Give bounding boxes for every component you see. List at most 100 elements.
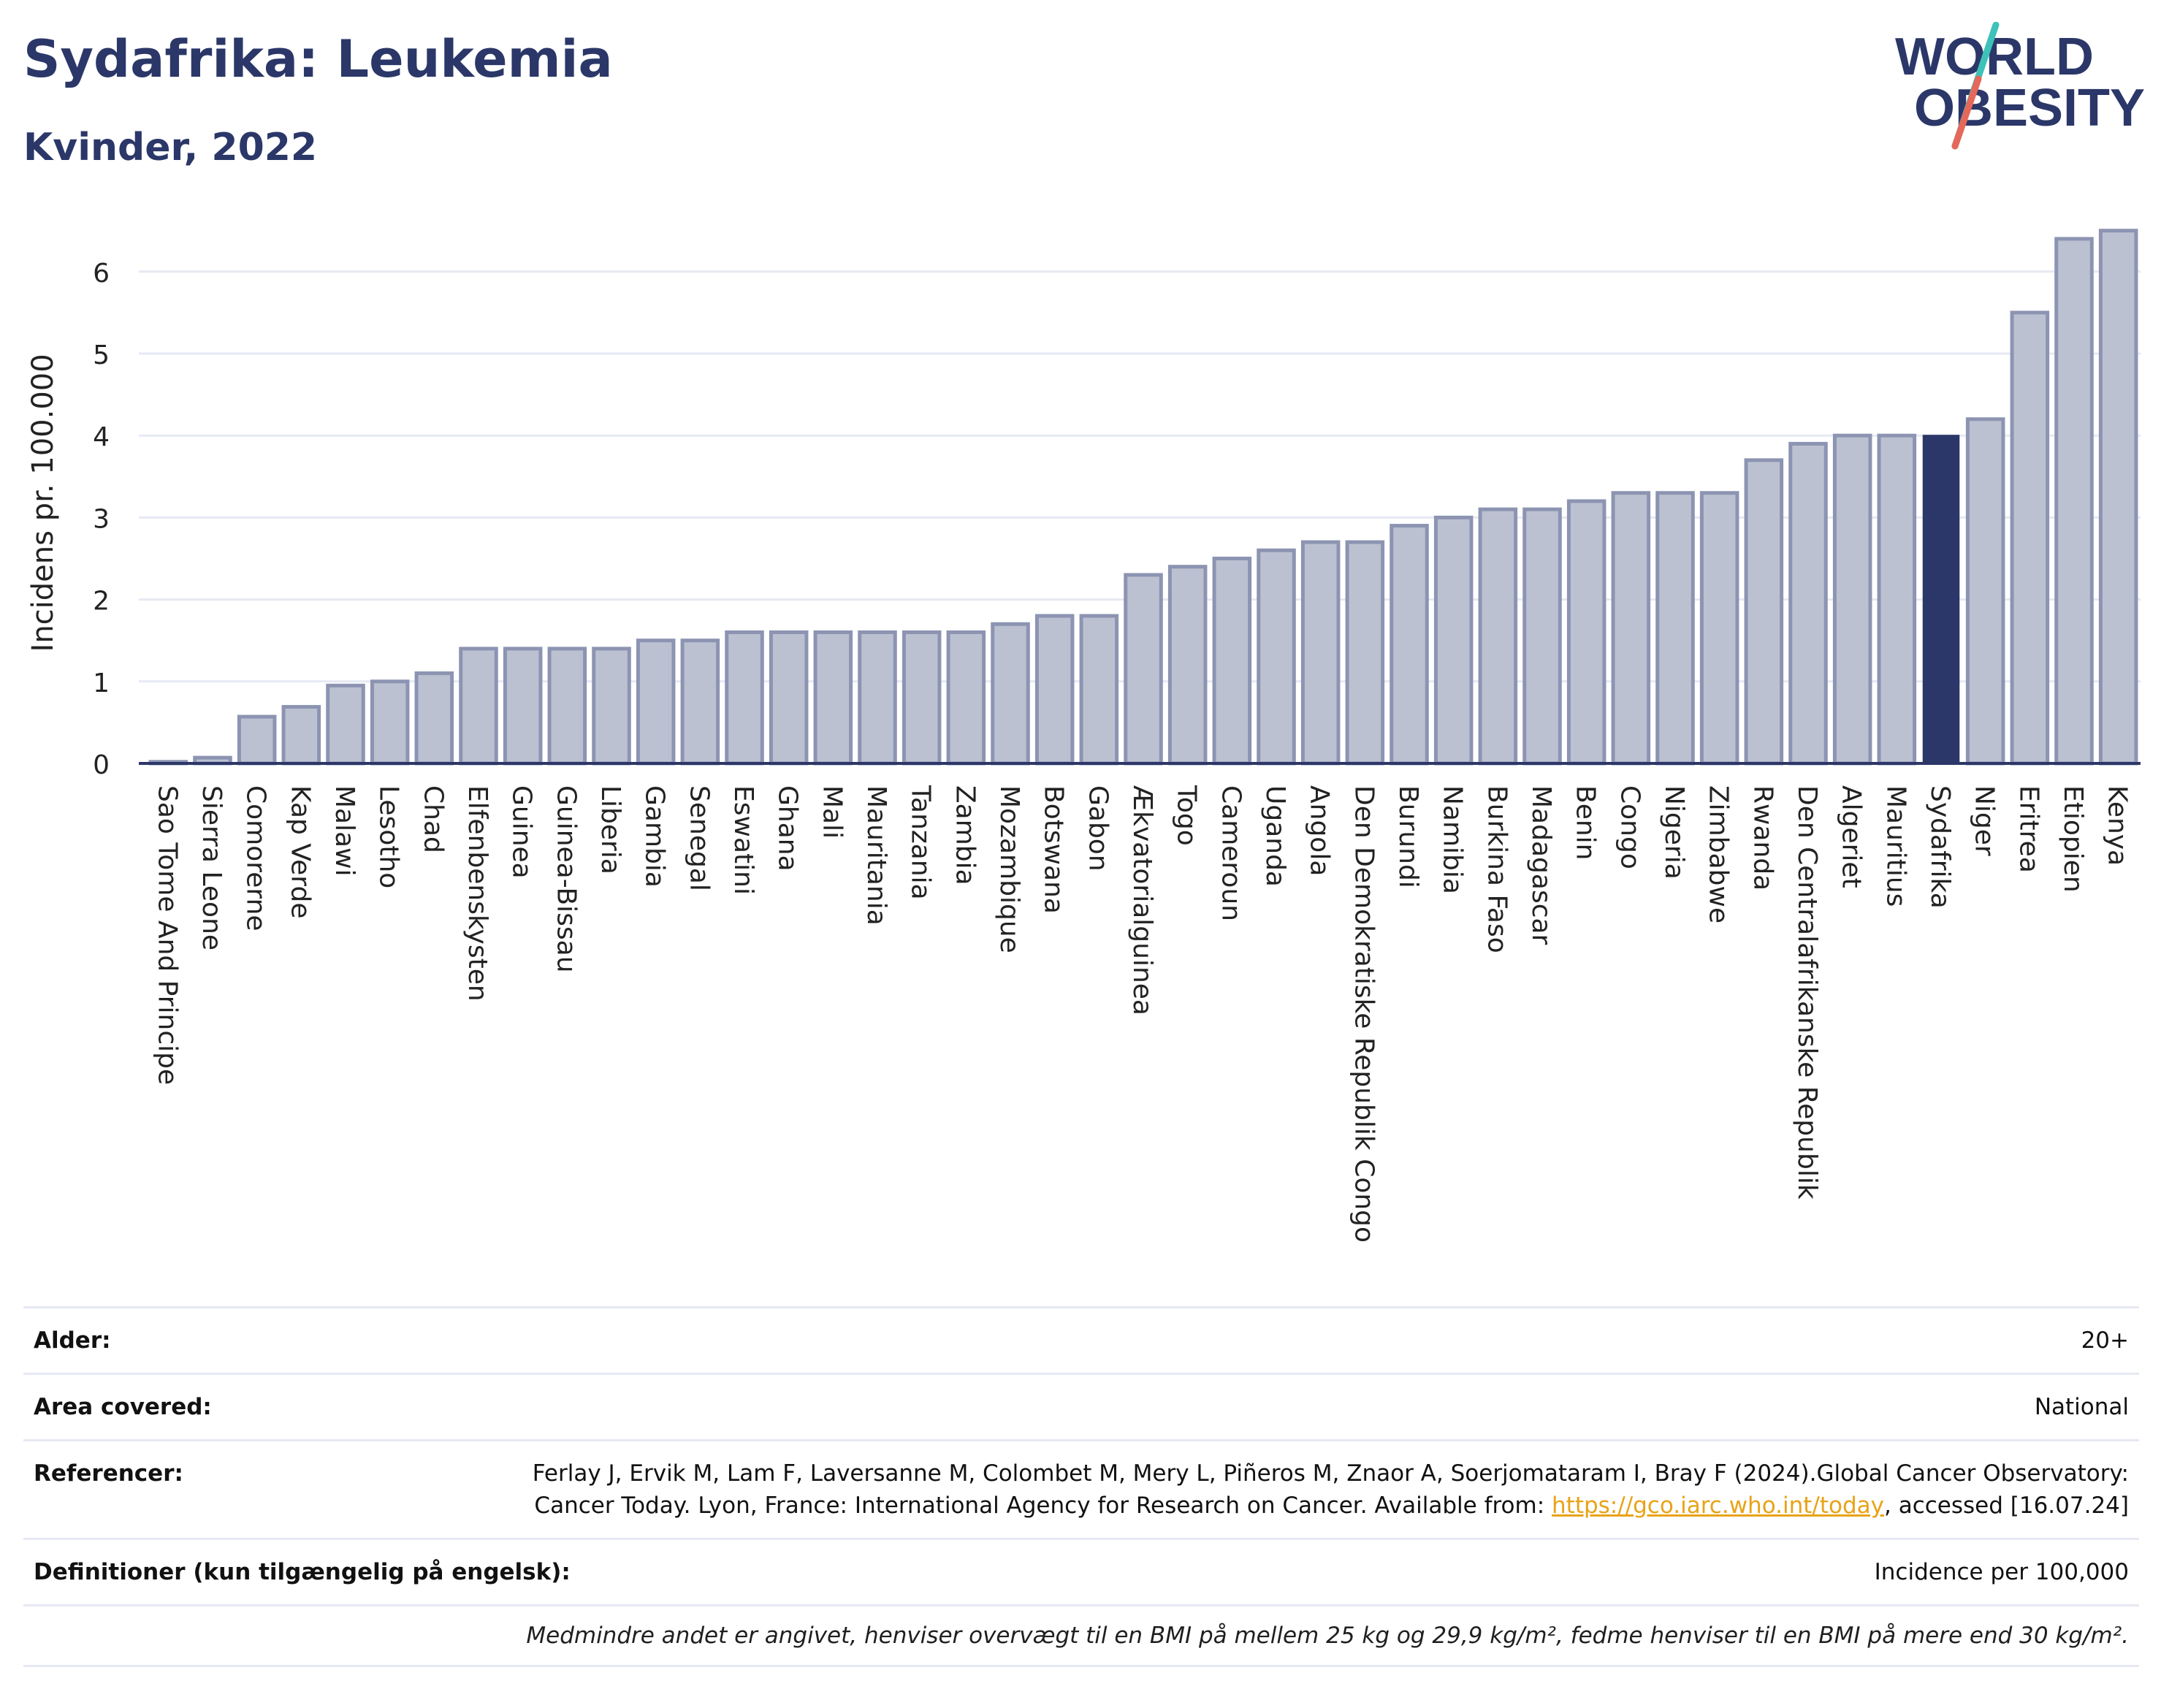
y-tick-label: 1 [93,668,110,698]
bar-chad [414,671,454,766]
bar-eswatini [725,630,764,766]
logo-line-2: OBESITY [1914,79,2145,137]
age-label: Alder: [34,1327,111,1354]
bar-mauritius [1877,433,1917,766]
x-tick-label: Madagascar [1526,785,1556,945]
bar-ækvatorialguinea [1124,573,1163,766]
bar-elfenbenskysten [459,647,498,766]
x-tick-label: Zambia [950,785,980,885]
x-tick-label: Elfenbenskysten [462,785,492,1002]
x-tick-label: Namibia [1438,785,1468,894]
x-tick-label: Congo [1615,785,1644,869]
x-tick-label: Burkina Faso [1482,785,1512,953]
bar-lesotho [370,679,410,766]
x-tick-label: Guinea-Bissau [551,785,581,973]
y-tick-label: 6 [93,259,110,289]
x-tick-label: Mozambique [994,785,1024,953]
bar-cameroun [1212,557,1252,766]
y-tick-label: 2 [93,587,110,617]
bar-zambia [946,630,986,766]
x-tick-label: Niger [1970,785,2000,856]
x-tick-label: Mauritania [861,785,891,926]
bar-togo [1167,565,1208,766]
x-tick-label: Zimbabwe [1704,785,1734,923]
x-tick-label: Etiopien [2058,785,2088,893]
bar-uganda [1257,548,1296,766]
x-tick-label: Rwanda [1748,785,1777,891]
y-axis-label: Incidens pr. 100.000 [26,354,60,652]
references-text: Ferlay J, Ervik M, Lam F, Laversanne M, … [532,1460,2129,1519]
bar-burundi [1390,524,1429,766]
x-tick-label: Algeriet [1837,785,1867,888]
references-value: Ferlay J, Ervik M, Lam F, Laversanne M, … [449,1441,2139,1538]
x-tick-label: Ghana [773,785,803,872]
references-link[interactable]: https://gco.iarc.who.int/today [1552,1492,1884,1519]
x-tick-label: Den Demokratiske Republik Congo [1349,785,1379,1243]
x-tick-label: Benin [1571,785,1601,860]
x-tick-label: Nigeria [1659,785,1689,880]
bar-gabon [1079,614,1119,766]
y-tick-label: 3 [93,504,110,534]
bar-algeriet [1832,433,1872,766]
bar-congo [1611,491,1651,766]
y-tick-label: 5 [93,340,110,370]
bar-angola [1300,540,1341,766]
x-tick-label: Guinea [507,785,537,879]
bar-benin [1566,499,1607,766]
info-table: Alder: 20+ Area covered: National Refere… [23,1306,2139,1667]
area-value: National [2034,1394,2129,1420]
x-tick-label: Burundi [1393,785,1423,888]
x-tick-label: Mauritius [1880,785,1910,907]
x-tick-label: Den Centralafrikanske Republik [1792,785,1822,1200]
world-obesity-logo: WORLD OBESITY [1895,22,2145,150]
info-row-area: Area covered: National [23,1373,2139,1439]
footnote: Medmindre andet er angivet, henviser ove… [23,1604,2139,1667]
x-tick-label: Eritrea [2013,785,2043,873]
bar-botswana [1034,614,1075,766]
axes: 0 1 2 3 4 5 6 Incidens pr. 100.000 Sao Tome And … [26,259,2141,1243]
x-tick-label: Malawi [329,785,359,877]
x-tick-label: Uganda [1260,785,1290,887]
x-tick-label: Togo [1172,785,1202,846]
page-subtitle: Kvinder, 2022 [23,126,318,169]
info-row-age: Alder: 20+ [23,1306,2139,1373]
x-tick-label: Gabon [1083,785,1113,872]
bar-gambia [636,638,676,766]
x-tick-label: Kap Verde [285,785,315,918]
bar-mali [813,630,853,766]
bar-sydafrika [1922,435,1960,764]
area-label: Area covered: [34,1394,212,1420]
x-tick-label: Kenya [2103,785,2133,866]
references-accessed: , accessed [16.07.24] [1883,1492,2129,1519]
x-tick-label: Chad [418,785,448,853]
x-tick-label: Tanzania [906,785,936,900]
bar-guinea-bissau [547,647,587,766]
info-row-references: Referencer: Ferlay J, Ervik M, Lam F, La… [23,1439,2139,1538]
bar-namibia [1433,515,1474,766]
bar-liberia [592,647,631,766]
x-tick-label: Sydafrika [1925,785,1955,909]
bar-madagascar [1522,507,1562,766]
bar-kenya [2098,229,2138,766]
x-tick-label: Sao Tome And Principe [152,785,182,1085]
bar-mauritania [858,630,897,766]
x-tick-label: Eswatini [728,785,758,895]
definitions-value: Incidence per 100,000 [1874,1559,2129,1585]
x-tick-label: Lesotho [374,785,404,888]
x-tick-label: Angola [1305,785,1335,876]
x-tick-label: Liberia [595,785,625,874]
x-tick-label: Ækvatorialguinea [1127,785,1157,1015]
x-tick-label: Comorerne [241,785,271,931]
bar-kap-verde [281,705,321,766]
definitions-label: Definitioner (kun tilgængelig på engelsk… [34,1559,571,1585]
bar-den-centralafrikanske-republik [1788,441,1828,766]
bar-den-demokratiske-republik-congo [1345,540,1385,766]
bar-malawi [326,683,365,766]
bar-niger [1965,417,2005,766]
y-tick-label: 0 [93,750,110,780]
bar-guinea [503,647,543,766]
bar-chart: 0 1 2 3 4 5 6 Incidens pr. 100.000 Sao Tome And … [26,229,2141,1243]
bar-etiopien [2054,237,2094,766]
x-tick-label: Sierra Leone [197,785,226,950]
x-tick-label: Senegal [684,785,714,891]
